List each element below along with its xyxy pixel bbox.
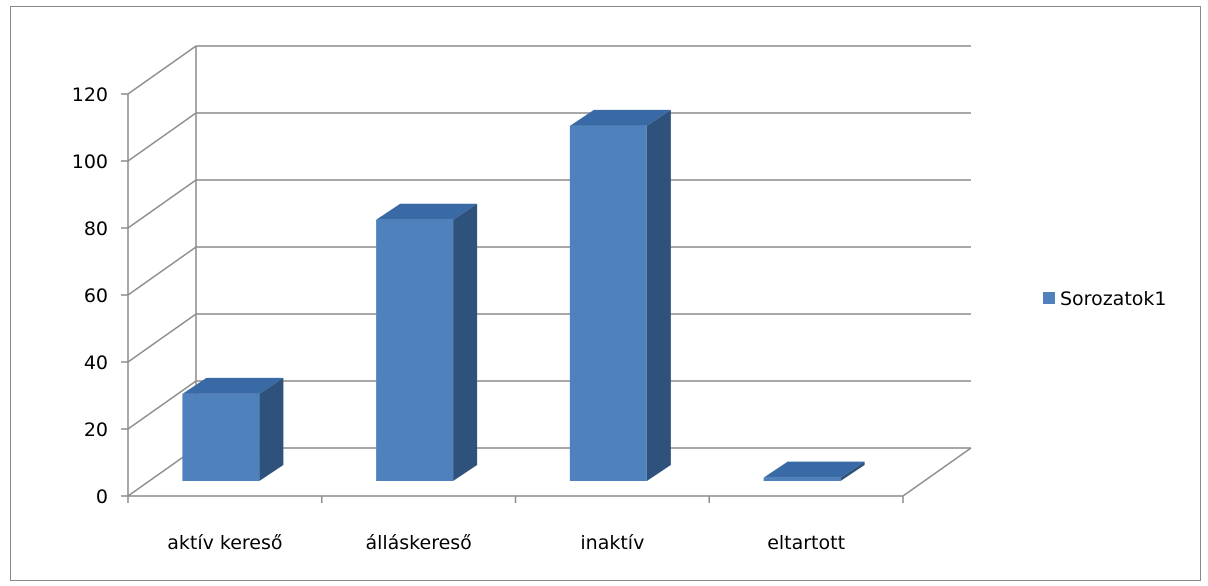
category-label: eltartott bbox=[767, 532, 845, 554]
y-tick-labels: 0 20 40 60 80 100 120 bbox=[72, 84, 108, 508]
y-tick-label: 0 bbox=[96, 486, 108, 508]
legend-label: Sorozatok1 bbox=[1060, 288, 1167, 310]
bar-front bbox=[763, 477, 841, 481]
category-label: aktív kereső bbox=[167, 532, 282, 554]
legend: Sorozatok1 bbox=[1043, 288, 1167, 310]
category-label: álláskereső bbox=[365, 532, 471, 554]
y-tick-label: 20 bbox=[84, 419, 108, 441]
bar bbox=[376, 203, 478, 481]
gridline-side bbox=[127, 313, 197, 363]
bar-top bbox=[182, 377, 284, 394]
gridline-side bbox=[127, 45, 197, 95]
bar-front bbox=[376, 219, 454, 481]
bar-front bbox=[569, 125, 647, 482]
y-tick-label: 120 bbox=[72, 84, 108, 106]
bar-side bbox=[646, 109, 671, 482]
bars bbox=[182, 109, 865, 482]
y-tick-label: 100 bbox=[72, 151, 108, 173]
bar-side bbox=[453, 203, 478, 481]
gridline-side bbox=[127, 246, 197, 296]
floor-right-edge bbox=[902, 447, 972, 497]
bar-top bbox=[763, 461, 865, 478]
bar-side bbox=[840, 461, 865, 481]
bar bbox=[182, 377, 284, 481]
category-label: inaktív bbox=[580, 532, 644, 554]
gridline-side bbox=[127, 380, 197, 430]
gridline-side bbox=[127, 112, 197, 162]
chart-frame bbox=[10, 6, 1201, 581]
bar bbox=[763, 461, 865, 481]
y-tick-label: 80 bbox=[84, 218, 108, 240]
y-tick-label: 40 bbox=[84, 352, 108, 374]
bar-top bbox=[376, 203, 478, 220]
legend-swatch bbox=[1043, 292, 1055, 304]
bar bbox=[569, 109, 671, 482]
y-tick-label: 60 bbox=[84, 285, 108, 307]
category-labels: aktív kereső álláskereső inaktív eltartott bbox=[167, 532, 845, 554]
bar-side bbox=[259, 377, 284, 481]
gridline-side bbox=[127, 179, 197, 229]
bar-top bbox=[569, 109, 671, 126]
axes bbox=[121, 93, 972, 503]
bar-front bbox=[182, 393, 260, 481]
